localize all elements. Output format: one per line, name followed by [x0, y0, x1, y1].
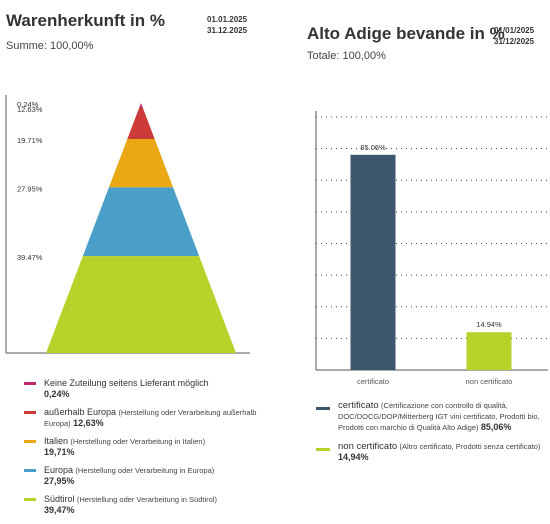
beverages-legend: certificato (Certificazione con controll…	[316, 400, 544, 471]
bar	[466, 332, 512, 370]
legend-value: 85,06%	[480, 422, 512, 432]
legend-swatch	[24, 469, 36, 472]
legend-swatch	[24, 498, 36, 501]
pyramid-label: 12.63%	[17, 105, 43, 114]
legend-label: Europa	[44, 465, 74, 475]
origin-panel: Warenherkunft in % 01.01.2025 31.12.2025…	[0, 0, 270, 524]
legend-value: 39,47%	[44, 505, 75, 515]
legend-item-south-tyrol: Südtirol (Herstellung oder Verarbeitung …	[24, 494, 264, 516]
legend-description: (Herstellung oder Verarbeitung in Südtir…	[76, 495, 217, 504]
legend-label: Keine Zuteilung seitens Lieferant möglic…	[44, 378, 209, 388]
bar	[350, 154, 396, 370]
pyramid-label: 19.71%	[17, 136, 43, 145]
bar-category-label: certificato	[357, 377, 389, 386]
legend-label: non certificato	[338, 441, 398, 452]
beverages-title: Alto Adige bevande in %	[307, 24, 505, 43]
beverages-date-from: 01/01/2025	[494, 26, 535, 35]
beverages-date-to: 31/12/2025	[494, 37, 535, 46]
beverages-total: Totale: 100,00%	[307, 50, 386, 62]
legend-description: (Herstellung oder Verarbeitung in Europa…	[75, 466, 215, 475]
origin-total: Summe: 100,00%	[6, 40, 94, 52]
legend-swatch	[316, 407, 330, 410]
legend-description: (Altro certificato, Prodotti senza certi…	[399, 442, 541, 451]
pyramid-segment	[82, 187, 200, 257]
legend-description: (Herstellung oder Verarbeitung in Italie…	[70, 437, 206, 446]
pyramid-chart: 0.24%12.63% 19.71% 27.95% 39.47%	[5, 95, 250, 354]
pyramid-label: 39.47%	[17, 253, 43, 262]
legend-item-certified: certificato (Certificazione con controll…	[316, 400, 544, 433]
legend-item-italy: Italien (Herstellung oder Verarbeitung i…	[24, 436, 264, 458]
bar-value-label: 14.94%	[476, 320, 502, 329]
legend-item-no-assignment: Keine Zuteilung seitens Lieferant möglic…	[24, 378, 264, 400]
origin-date-from: 01.01.2025	[207, 15, 248, 24]
legend-value: 0,24%	[44, 389, 70, 399]
legend-item-not-certified: non certificato (Altro certificato, Prod…	[316, 441, 544, 463]
bar-category-label: non certificato	[466, 377, 513, 386]
legend-label: Südtirol	[44, 494, 75, 504]
legend-value: 14,94%	[338, 452, 369, 462]
beverages-panel: Alto Adige bevande in % 01/01/2025 31/12…	[290, 0, 550, 524]
legend-value: 27,95%	[44, 476, 75, 486]
beverages-date-range: 01/01/2025 31/12/2025	[494, 25, 534, 47]
legend-label: außerhalb Europa	[44, 407, 117, 417]
legend-description: (Herstellung oder Verarbeitung außerhalb…	[44, 408, 257, 428]
pyramid-label: 0.24%	[17, 100, 39, 109]
legend-swatch	[316, 448, 330, 451]
legend-label: certificato	[338, 400, 379, 411]
origin-date-range: 01.01.2025 31.12.2025	[207, 14, 247, 36]
legend-item-outside-europe: außerhalb Europa (Herstellung oder Verar…	[24, 407, 264, 429]
legend-value: 19,71%	[44, 447, 75, 457]
legend-description: (Certificazione con controllo di qualità…	[338, 401, 540, 432]
pyramid-segment	[139, 103, 143, 108]
pyramid-segment	[108, 139, 174, 188]
pyramid-segment	[46, 256, 236, 353]
legend-swatch	[24, 440, 36, 443]
legend-swatch	[24, 382, 36, 385]
legend-value: 12,63%	[73, 418, 104, 428]
pyramid-label: 27.95%	[17, 184, 43, 193]
legend-label: Italien	[44, 436, 69, 446]
pyramid-segment	[127, 108, 155, 140]
origin-date-to: 31.12.2025	[207, 26, 248, 35]
legend-swatch	[24, 411, 36, 414]
origin-legend: Keine Zuteilung seitens Lieferant möglic…	[24, 378, 264, 523]
bar-value-label: 85.06%	[360, 143, 386, 152]
bar-chart: 85.06% certificato 14.94% non certificato	[315, 111, 548, 386]
origin-title: Warenherkunft in %	[6, 11, 165, 30]
legend-item-europe: Europa (Herstellung oder Verarbeitung in…	[24, 465, 264, 487]
